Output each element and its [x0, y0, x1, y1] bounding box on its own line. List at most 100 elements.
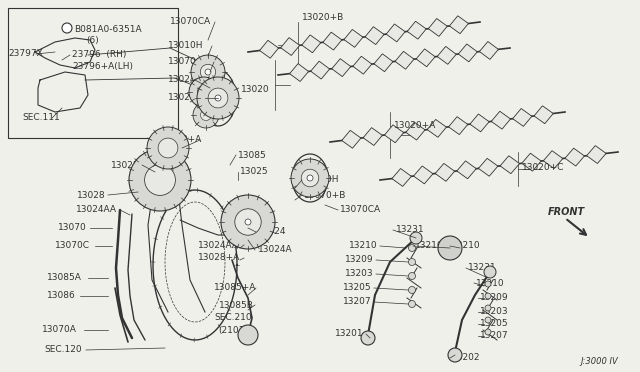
- Text: B: B: [65, 25, 70, 31]
- Polygon shape: [363, 128, 382, 145]
- Circle shape: [62, 23, 72, 33]
- Text: SEC.111: SEC.111: [22, 113, 60, 122]
- Text: 13209: 13209: [480, 294, 509, 302]
- Circle shape: [200, 109, 211, 121]
- Text: 13024: 13024: [168, 76, 196, 84]
- Text: 13020+A: 13020+A: [394, 122, 436, 131]
- Text: 13201: 13201: [335, 330, 364, 339]
- Circle shape: [438, 236, 462, 260]
- Circle shape: [205, 69, 211, 75]
- Polygon shape: [395, 51, 414, 69]
- Circle shape: [408, 286, 415, 294]
- Polygon shape: [281, 38, 300, 55]
- Polygon shape: [428, 19, 447, 36]
- Text: 13207: 13207: [344, 298, 372, 307]
- Text: 13024AA: 13024AA: [198, 241, 239, 250]
- Circle shape: [238, 325, 258, 345]
- Text: 13070+A: 13070+A: [168, 58, 211, 67]
- Polygon shape: [332, 59, 351, 77]
- Circle shape: [208, 88, 228, 108]
- Text: 13085+A: 13085+A: [214, 283, 257, 292]
- Circle shape: [485, 317, 491, 323]
- Polygon shape: [302, 35, 321, 53]
- Circle shape: [191, 55, 225, 89]
- Circle shape: [408, 273, 415, 279]
- Circle shape: [485, 305, 491, 311]
- Polygon shape: [260, 40, 278, 58]
- Polygon shape: [500, 156, 520, 174]
- Polygon shape: [353, 56, 372, 74]
- Circle shape: [158, 138, 178, 158]
- Text: 13210: 13210: [476, 279, 504, 288]
- Polygon shape: [385, 125, 404, 143]
- Circle shape: [408, 259, 415, 266]
- Polygon shape: [386, 24, 405, 42]
- Circle shape: [200, 64, 216, 80]
- Circle shape: [448, 348, 462, 362]
- Circle shape: [221, 195, 275, 249]
- Circle shape: [197, 86, 211, 99]
- Circle shape: [301, 169, 319, 187]
- Circle shape: [361, 331, 375, 345]
- Text: 13210: 13210: [452, 241, 481, 250]
- Polygon shape: [587, 145, 606, 163]
- Text: 13070C: 13070C: [55, 241, 90, 250]
- Polygon shape: [323, 32, 342, 50]
- Text: 13028+A: 13028+A: [160, 135, 202, 144]
- Polygon shape: [449, 16, 468, 33]
- Text: 13024A: 13024A: [258, 246, 292, 254]
- Polygon shape: [565, 148, 584, 166]
- Circle shape: [147, 127, 189, 169]
- Circle shape: [291, 159, 329, 197]
- Circle shape: [485, 281, 491, 287]
- Polygon shape: [479, 158, 498, 176]
- Circle shape: [410, 232, 422, 244]
- Polygon shape: [522, 153, 541, 171]
- Polygon shape: [543, 151, 563, 169]
- Text: 13202: 13202: [452, 353, 481, 362]
- Circle shape: [485, 329, 491, 335]
- Circle shape: [197, 77, 239, 119]
- Text: 13020+B: 13020+B: [302, 13, 344, 22]
- Polygon shape: [492, 111, 511, 129]
- Text: 13024A: 13024A: [168, 93, 203, 103]
- Text: J:3000 IV: J:3000 IV: [580, 357, 618, 366]
- Polygon shape: [479, 42, 499, 60]
- Text: 13205: 13205: [344, 283, 372, 292]
- Polygon shape: [310, 61, 330, 79]
- Text: 13070CA: 13070CA: [340, 205, 381, 215]
- Text: 13070: 13070: [58, 224, 87, 232]
- Polygon shape: [289, 64, 308, 81]
- Polygon shape: [407, 21, 426, 39]
- Text: 13203: 13203: [346, 269, 374, 279]
- Circle shape: [193, 102, 219, 128]
- Circle shape: [129, 149, 191, 211]
- Text: 13020: 13020: [241, 86, 270, 94]
- Polygon shape: [365, 27, 384, 45]
- Text: FRONT: FRONT: [548, 207, 585, 217]
- Text: SEC.210: SEC.210: [214, 314, 252, 323]
- Polygon shape: [416, 49, 435, 67]
- Text: B081A0-6351A: B081A0-6351A: [74, 25, 141, 33]
- Polygon shape: [413, 166, 433, 184]
- Polygon shape: [449, 117, 468, 135]
- Text: 13207: 13207: [480, 331, 509, 340]
- Polygon shape: [344, 29, 363, 47]
- Text: 13209: 13209: [346, 256, 374, 264]
- Circle shape: [408, 301, 415, 308]
- Text: (21010): (21010): [218, 326, 253, 334]
- Text: 13070A: 13070A: [42, 326, 77, 334]
- Text: 23796  (RH): 23796 (RH): [72, 51, 126, 60]
- Circle shape: [145, 164, 175, 195]
- Circle shape: [189, 77, 219, 107]
- Text: 13010H: 13010H: [168, 42, 204, 51]
- Text: 13205: 13205: [480, 320, 509, 328]
- Text: (6): (6): [86, 36, 99, 45]
- Circle shape: [307, 175, 313, 181]
- Polygon shape: [470, 114, 489, 132]
- Polygon shape: [392, 169, 412, 186]
- Polygon shape: [437, 46, 456, 64]
- Polygon shape: [458, 44, 477, 62]
- Circle shape: [485, 293, 491, 299]
- Text: 13085B: 13085B: [219, 301, 254, 310]
